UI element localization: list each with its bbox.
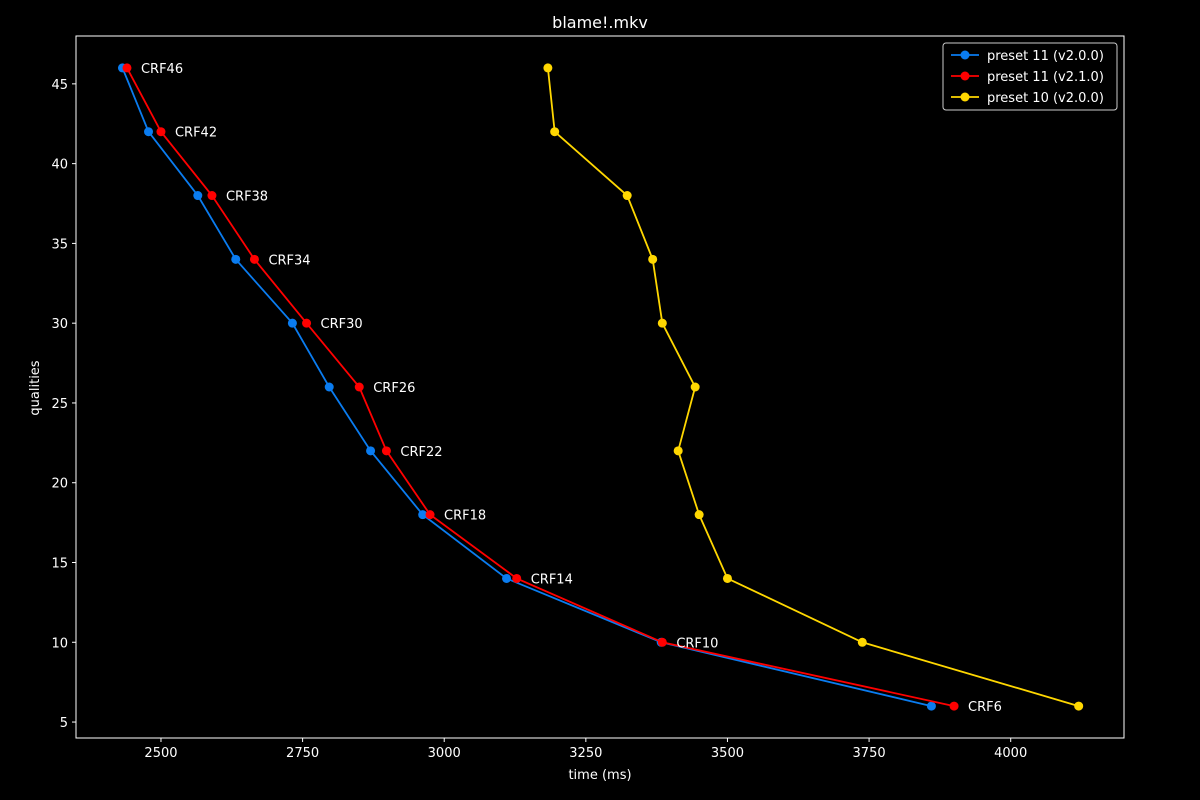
y-tick-label: 30 bbox=[51, 317, 68, 332]
series-point bbox=[366, 446, 376, 456]
legend-marker bbox=[960, 92, 970, 102]
crf-annotation: CRF10 bbox=[676, 636, 718, 651]
chart-title: blame!.mkv bbox=[552, 13, 648, 32]
series-point bbox=[622, 191, 632, 201]
series-point bbox=[207, 191, 217, 201]
crf-annotation: CRF6 bbox=[968, 700, 1002, 715]
x-tick-label: 2500 bbox=[144, 746, 177, 761]
y-tick-label: 20 bbox=[51, 477, 68, 492]
legend-label: preset 11 (v2.1.0) bbox=[987, 70, 1104, 85]
y-tick-label: 5 bbox=[60, 716, 68, 731]
series-point bbox=[857, 637, 867, 647]
legend-label: preset 11 (v2.0.0) bbox=[987, 49, 1104, 64]
plot-area: CRF46 CRF42 CRF38 CRF34 CRF30 CRF26 CRF22 CRF18… bbox=[117, 62, 1084, 715]
y-tick-label: 35 bbox=[51, 237, 68, 252]
crf-annotation: CRF46 bbox=[141, 62, 183, 77]
y-tick-label: 15 bbox=[51, 557, 68, 572]
series-point bbox=[144, 127, 154, 137]
series-point bbox=[324, 382, 334, 392]
x-tick-label: 4000 bbox=[994, 746, 1027, 761]
y-axis-label: qualities bbox=[28, 360, 43, 415]
y-tick-label: 40 bbox=[51, 158, 68, 173]
legend: preset 11 (v2.0.0) preset 11 (v2.1.0) pres… bbox=[942, 42, 1118, 111]
series-point bbox=[926, 701, 936, 711]
crf-annotation: CRF22 bbox=[400, 445, 442, 460]
series-point bbox=[550, 127, 560, 137]
series-point bbox=[502, 573, 512, 583]
series-point bbox=[156, 127, 166, 137]
crf-annotation: CRF14 bbox=[531, 572, 573, 587]
series-point bbox=[694, 510, 704, 520]
series-point bbox=[354, 382, 364, 392]
series-point bbox=[722, 573, 732, 583]
series-point bbox=[418, 510, 428, 520]
series-point bbox=[287, 318, 297, 328]
series-point bbox=[231, 254, 241, 264]
legend-marker bbox=[960, 50, 970, 60]
x-tick-label: 3250 bbox=[569, 746, 602, 761]
series-point bbox=[673, 446, 683, 456]
y-tick-label: 25 bbox=[51, 397, 68, 412]
series-point bbox=[302, 318, 312, 328]
series-point bbox=[122, 63, 132, 73]
series-point bbox=[1074, 701, 1084, 711]
crf-annotation: CRF30 bbox=[321, 317, 363, 332]
axes-frame bbox=[75, 35, 1125, 739]
x-tick-label: 3000 bbox=[428, 746, 461, 761]
y-tick-label: 45 bbox=[51, 78, 68, 93]
series-point bbox=[381, 446, 391, 456]
crf-annotation: CRF42 bbox=[175, 126, 217, 141]
legend-label: preset 10 (v2.0.0) bbox=[987, 91, 1104, 106]
crf-annotation: CRF38 bbox=[226, 190, 268, 205]
y-tick-label: 10 bbox=[51, 636, 68, 651]
series-point bbox=[690, 382, 700, 392]
series-point bbox=[425, 510, 435, 520]
x-tick-label: 2750 bbox=[286, 746, 319, 761]
series-point bbox=[512, 573, 522, 583]
legend-marker bbox=[960, 71, 970, 81]
series-point bbox=[249, 254, 259, 264]
x-tick-label: 3750 bbox=[853, 746, 886, 761]
axes: 2500 2750 3000 3250 3500 3750 4000 5 10 15 20 25 30 3… bbox=[51, 78, 1027, 761]
series-point bbox=[543, 63, 553, 73]
legend-box bbox=[942, 42, 1118, 111]
series-point bbox=[657, 637, 667, 647]
x-tick-label: 3500 bbox=[711, 746, 744, 761]
series-point bbox=[193, 191, 203, 201]
crf-annotation: CRF34 bbox=[268, 253, 310, 268]
x-axis-label: time (ms) bbox=[568, 768, 631, 783]
crf-annotation: CRF18 bbox=[444, 509, 486, 524]
crf-annotation: CRF26 bbox=[373, 381, 415, 396]
series-point bbox=[648, 254, 658, 264]
series-point bbox=[949, 701, 959, 711]
series-point bbox=[657, 318, 667, 328]
